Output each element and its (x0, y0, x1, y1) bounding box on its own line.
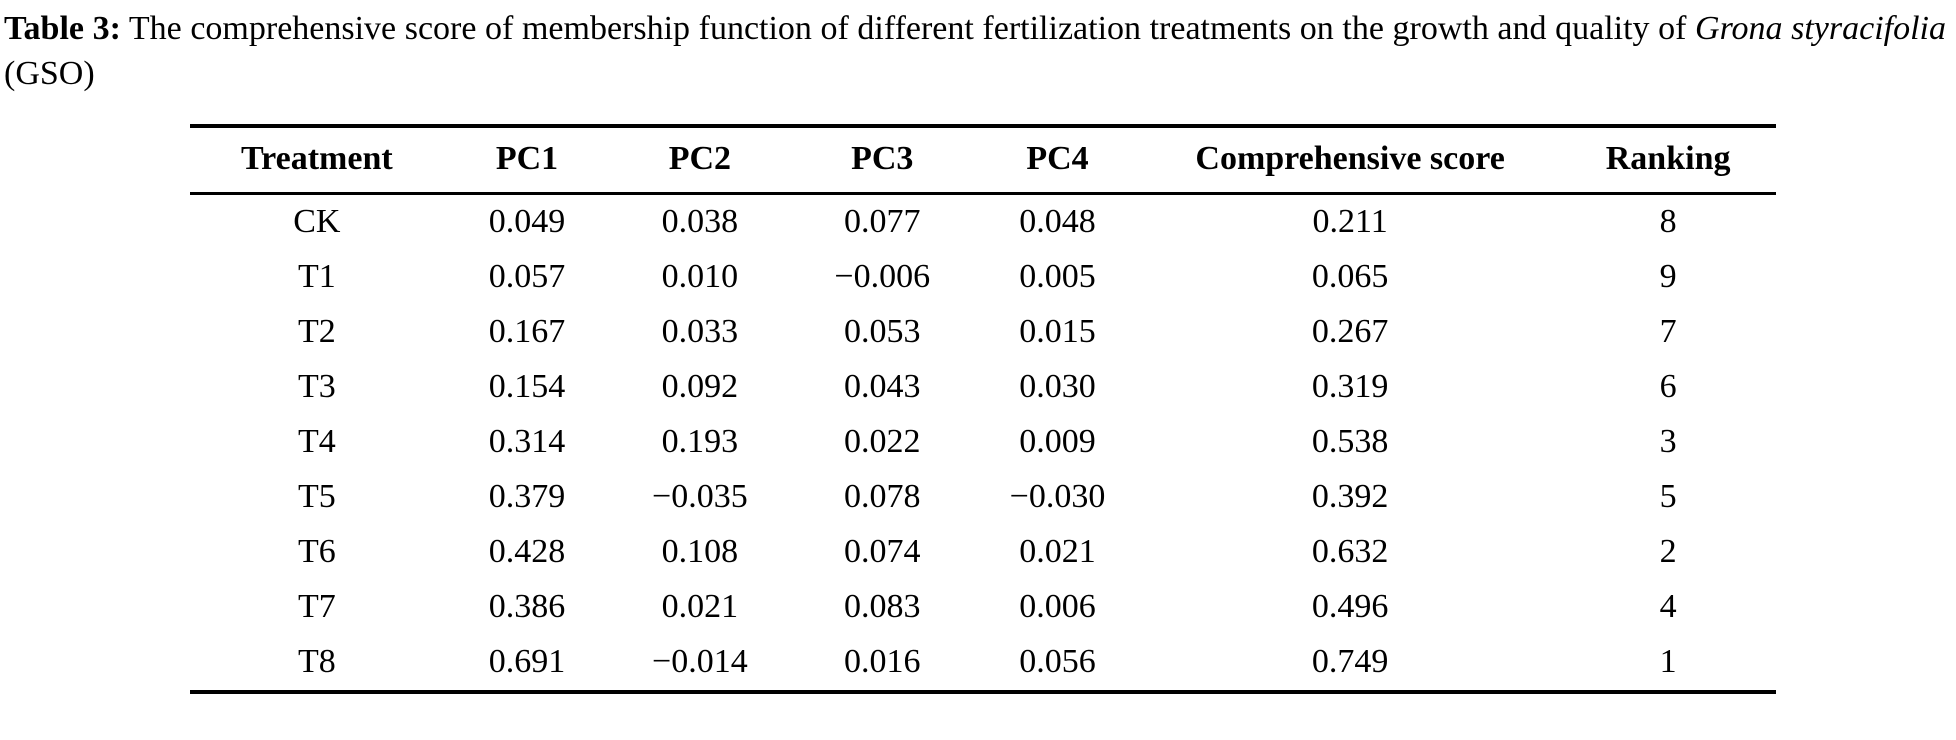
value-cell: 0.749 (1311, 643, 1389, 681)
table-row: CK 0.049 0.038 0.077 0.048 0.211 8 (190, 194, 1776, 251)
treatment-cell: T6 (297, 533, 336, 571)
treatment-cell: CK (293, 203, 341, 241)
value-cell: 0.083 (843, 588, 921, 626)
membership-score-table: Treatment PC1 PC2 PC3 PC4 Comprehensive score… (190, 124, 1776, 695)
value-cell: 0.314 (488, 423, 566, 461)
value-cell: 0.010 (661, 258, 739, 296)
value-cell: 0.021 (661, 588, 739, 626)
value-cell: 0.074 (843, 533, 921, 571)
treatment-cell: T4 (297, 423, 336, 461)
value-cell: 0.005 (1019, 258, 1096, 296)
column-header-pc4: PC4 (975, 126, 1140, 196)
value-cell: 0.167 (488, 313, 566, 351)
table-row: T5 0.379 −0.035 0.078 −0.030 0.392 5 (190, 470, 1776, 525)
table-row: T2 0.167 0.033 0.053 0.015 0.267 7 (190, 305, 1776, 360)
treatment-cell: T8 (297, 643, 336, 681)
column-header-ranking: Ranking (1560, 126, 1776, 196)
table-row: T4 0.314 0.193 0.022 0.009 0.538 3 (190, 415, 1776, 470)
value-cell: 0.049 (488, 203, 566, 241)
value-cell: 0.496 (1311, 588, 1389, 626)
header-row: Treatment PC1 PC2 PC3 PC4 Comprehensive score… (190, 126, 1776, 196)
value-cell: 0.048 (1019, 203, 1096, 241)
value-cell: 0.057 (488, 258, 566, 296)
value-cell: 0.030 (1019, 368, 1096, 406)
column-header-pc3: PC3 (789, 126, 976, 196)
value-cell: 0.379 (488, 478, 566, 516)
treatment-cell: T5 (297, 478, 336, 516)
value-cell: 9 (1659, 258, 1677, 296)
value-cell: 4 (1659, 588, 1677, 626)
value-cell: 0.538 (1311, 423, 1389, 461)
value-cell: 0.016 (843, 643, 921, 681)
value-cell: 0.632 (1311, 533, 1389, 571)
treatment-cell: T3 (297, 368, 336, 406)
table-caption-suffix: (GSO) (4, 55, 95, 93)
value-cell: 0.043 (843, 368, 921, 406)
species-name: Grona styracifolia (1695, 10, 1946, 47)
value-cell: 0.056 (1019, 643, 1096, 681)
value-cell: 7 (1659, 313, 1677, 351)
table-header: Treatment PC1 PC2 PC3 PC4 Comprehensive score… (190, 126, 1776, 196)
table-row: T3 0.154 0.092 0.043 0.030 0.319 6 (190, 360, 1776, 415)
value-cell: 0.022 (843, 423, 921, 461)
column-header-treatment: Treatment (190, 126, 444, 196)
value-cell: 0.154 (488, 368, 566, 406)
value-cell: 3 (1659, 423, 1677, 461)
value-cell: 5 (1659, 478, 1677, 516)
value-cell: 0.077 (843, 203, 921, 241)
table-row: T8 0.691 −0.014 0.016 0.056 0.749 1 (190, 635, 1776, 692)
value-cell: 0.386 (488, 588, 566, 626)
value-cell: 0.428 (488, 533, 566, 571)
value-cell: 0.009 (1019, 423, 1096, 461)
value-cell: −0.006 (834, 258, 931, 296)
table-body: CK 0.049 0.038 0.077 0.048 0.211 8 T1 0.057 0.010… (190, 194, 1776, 693)
table-row: T6 0.428 0.108 0.074 0.021 0.632 2 (190, 525, 1776, 580)
value-cell: 0.078 (843, 478, 921, 516)
table-caption-text: The comprehensive score of membership fu… (120, 10, 1696, 47)
column-header-pc2: PC2 (610, 126, 790, 196)
value-cell: 0.015 (1019, 313, 1096, 351)
treatment-cell: T7 (297, 588, 336, 626)
column-header-pc1: PC1 (443, 126, 611, 196)
value-cell: 0.193 (661, 423, 739, 461)
value-cell: 0.038 (661, 203, 739, 241)
value-cell: 0.691 (488, 643, 566, 681)
table-row: T1 0.057 0.010 −0.006 0.005 0.065 9 (190, 250, 1776, 305)
value-cell: 0.065 (1311, 258, 1389, 296)
value-cell: −0.035 (652, 478, 748, 516)
value-cell: 0.033 (661, 313, 739, 351)
value-cell: 0.021 (1019, 533, 1096, 571)
value-cell: −0.014 (652, 643, 748, 681)
value-cell: −0.030 (1009, 478, 1106, 516)
table-caption: Table 3: The comprehensive score of memb… (0, 0, 1956, 96)
value-cell: 2 (1659, 533, 1677, 571)
value-cell: 8 (1659, 203, 1677, 241)
table-caption-label: Table 3: (4, 10, 121, 47)
value-cell: 0.319 (1311, 368, 1389, 406)
column-header-comprehensive-score: Comprehensive score (1139, 126, 1561, 196)
value-cell: 0.267 (1311, 313, 1389, 351)
value-cell: 0.108 (661, 533, 739, 571)
treatment-cell: T1 (297, 258, 336, 296)
value-cell: 0.092 (661, 368, 739, 406)
value-cell: 6 (1659, 368, 1677, 406)
value-cell: 0.053 (843, 313, 921, 351)
value-cell: 1 (1659, 643, 1677, 681)
value-cell: 0.392 (1311, 478, 1389, 516)
table-row: T7 0.386 0.021 0.083 0.006 0.496 4 (190, 580, 1776, 635)
value-cell: 0.211 (1312, 203, 1388, 241)
table-container: Treatment PC1 PC2 PC3 PC4 Comprehensive score… (190, 124, 1776, 695)
value-cell: 0.006 (1019, 588, 1096, 626)
treatment-cell: T2 (297, 313, 336, 351)
